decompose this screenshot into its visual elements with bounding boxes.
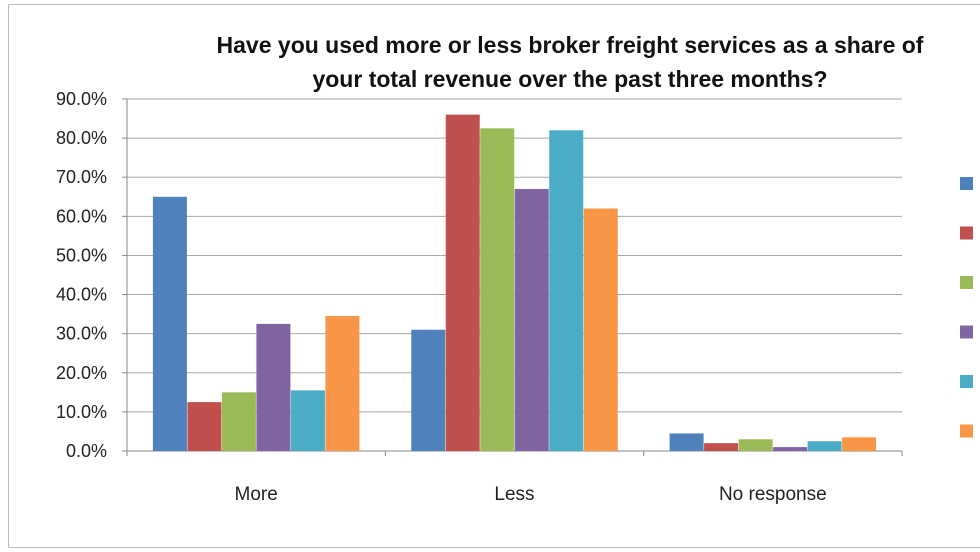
bar [669, 433, 704, 451]
y-tick-label: 90.0% [56, 89, 107, 109]
bar [704, 443, 739, 451]
bar [256, 323, 291, 451]
bar [773, 447, 808, 451]
bar [480, 128, 515, 452]
bar [514, 188, 549, 451]
chart-title-line-2: your total revenue over the past three m… [312, 66, 828, 92]
y-tick-label: 40.0% [56, 285, 107, 305]
y-tick-label: 30.0% [56, 324, 107, 344]
y-tick-label: 0.0% [66, 441, 107, 461]
bar [738, 439, 773, 451]
y-tick-label: 10.0% [56, 402, 107, 422]
y-tick-label: 60.0% [56, 206, 107, 226]
legend-swatch [960, 375, 973, 388]
bar [583, 208, 618, 451]
legend-swatch [960, 424, 973, 438]
chart-title: Have you used more or less broker freigh… [100, 28, 980, 96]
legend-swatch [960, 325, 973, 339]
x-tick-label: More [235, 484, 278, 505]
bar [325, 316, 360, 451]
x-tick-label: Less [494, 484, 534, 505]
y-tick-label: 50.0% [56, 245, 107, 265]
bar [445, 114, 480, 452]
chart-frame [8, 4, 980, 548]
x-tick-label: No response [719, 484, 827, 505]
bar [807, 441, 842, 451]
bar [221, 392, 256, 451]
y-tick-label: 80.0% [56, 128, 107, 148]
legend-swatch [960, 177, 973, 190]
chart-title-line-1: Have you used more or less broker freigh… [216, 32, 924, 58]
y-tick-label: 20.0% [56, 363, 107, 383]
bar [549, 130, 584, 452]
bar [187, 402, 222, 451]
bar [152, 196, 187, 451]
y-tick-label: 70.0% [56, 167, 107, 187]
legend-swatch [960, 276, 973, 289]
bar [290, 390, 325, 451]
bar [411, 329, 446, 451]
bar [842, 437, 877, 451]
legend-swatch [960, 226, 973, 240]
